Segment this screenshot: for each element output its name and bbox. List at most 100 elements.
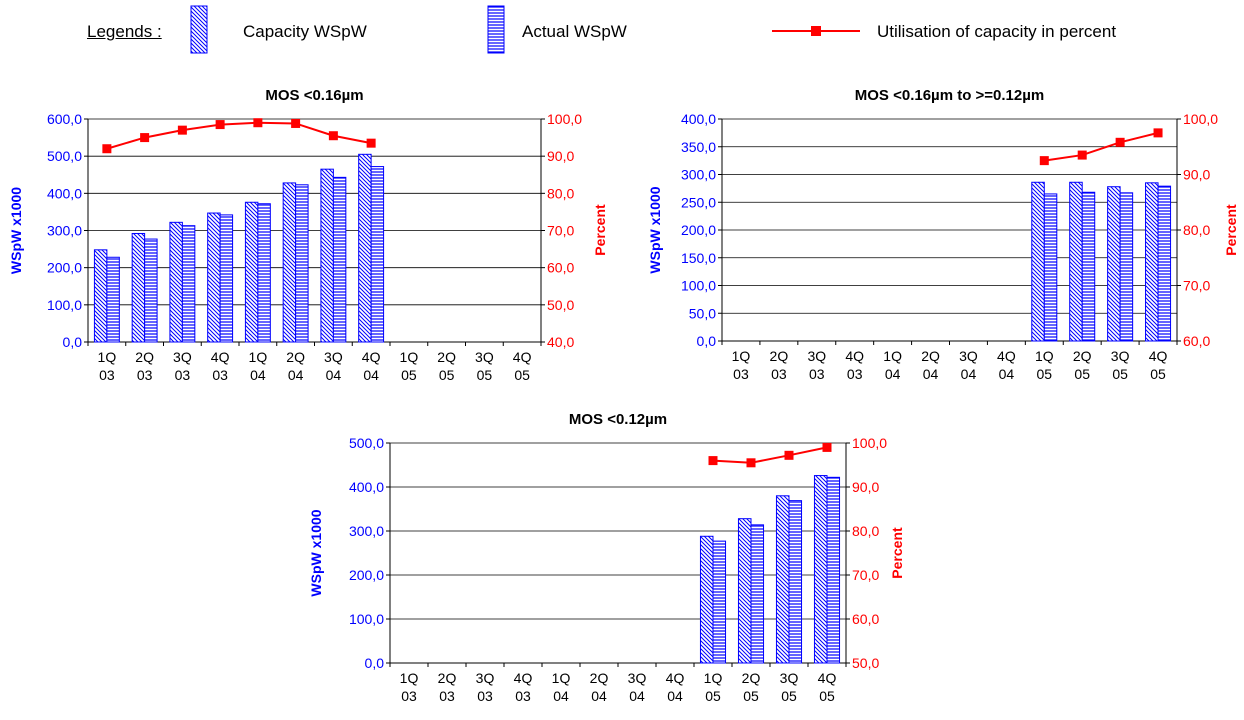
- x-tick-label: 3Q 05: [780, 670, 799, 704]
- x-tick-label: 4Q 04: [666, 670, 685, 704]
- y-tick-label: 100,0: [47, 297, 82, 313]
- utilisation-point: [291, 118, 301, 128]
- y-tick-label: 300,0: [47, 223, 82, 239]
- utilisation-point: [102, 144, 112, 154]
- bar-capacity: [737, 518, 752, 664]
- legend-actual-label: Actual WSpW: [522, 22, 627, 41]
- chart-title: MOS <0.16µm to >=0.12µm: [855, 87, 1044, 104]
- x-tick-label: 4Q 03: [845, 348, 864, 382]
- x-tick-label: 1Q 05: [400, 349, 419, 383]
- y2-tick-label: 70,0: [852, 567, 879, 583]
- x-tick-label: 1Q 05: [1035, 348, 1054, 382]
- bar-actual: [219, 214, 234, 343]
- x-tick-label: 2Q 05: [437, 349, 456, 383]
- bar-actual: [370, 166, 385, 343]
- y2-tick-label: 90,0: [1183, 167, 1210, 183]
- x-tick-label: 3Q 04: [324, 349, 343, 383]
- x-tick-label: 2Q 03: [770, 348, 789, 382]
- x-tick-label: 4Q 05: [513, 349, 532, 383]
- bar-actual: [1119, 192, 1134, 342]
- utilisation-point: [784, 450, 794, 460]
- utilisation-point: [1115, 137, 1125, 147]
- bar-capacity: [813, 475, 828, 664]
- legend-utilisation-label: Utilisation of capacity in percent: [877, 22, 1117, 41]
- y-tick-label: 100,0: [349, 611, 384, 627]
- bar-capacity: [775, 495, 790, 664]
- utilisation-point: [708, 456, 718, 466]
- bar-actual: [750, 524, 765, 664]
- x-tick-label: 4Q 03: [211, 349, 230, 383]
- x-tick-label: 3Q 03: [476, 670, 495, 704]
- y-tick-label: 400,0: [349, 479, 384, 495]
- utilisation-line: [106, 121, 372, 150]
- y-tick-label: 0,0: [697, 333, 717, 349]
- y2-tick-label: 50,0: [852, 655, 879, 671]
- y2-tick-label: 100,0: [547, 111, 582, 127]
- x-tick-label: 4Q 05: [818, 670, 837, 704]
- y2-tick-label: 70,0: [1183, 278, 1210, 294]
- chart-title: MOS <0.12µm: [569, 411, 667, 428]
- y-tick-label: 0,0: [365, 655, 385, 671]
- y-tick-label: 500,0: [349, 435, 384, 451]
- utilisation-point: [177, 125, 187, 135]
- y2-tick-label: 100,0: [1183, 111, 1218, 127]
- bar-actual: [257, 203, 271, 343]
- utilisation-point: [328, 131, 338, 141]
- x-tick-label: 3Q 03: [173, 349, 192, 383]
- x-tick-label: 2Q 03: [438, 670, 457, 704]
- legend-title: Legends :: [87, 22, 162, 41]
- y2-tick-label: 90,0: [852, 479, 879, 495]
- bar-actual: [826, 476, 841, 664]
- bar-actual: [788, 500, 803, 664]
- y2-tick-label: 80,0: [547, 185, 574, 201]
- y2-tick-label: 80,0: [1183, 222, 1210, 238]
- x-tick-label: 1Q 05: [704, 670, 723, 704]
- y-tick-label: 400,0: [47, 185, 82, 201]
- x-tick-label: 1Q 04: [552, 670, 571, 704]
- y2-tick-label: 60,0: [547, 260, 574, 276]
- legend-capacity-label: Capacity WSpW: [243, 22, 367, 41]
- bar-actual: [712, 540, 727, 664]
- y-tick-label: 250,0: [681, 194, 716, 210]
- y2-tick-label: 60,0: [852, 611, 879, 627]
- bar-actual: [181, 225, 196, 343]
- y2-tick-label: 80,0: [852, 523, 879, 539]
- utilisation-point: [746, 458, 756, 468]
- y-tick-label: 600,0: [47, 111, 82, 127]
- y2-tick-label: 60,0: [1183, 333, 1210, 349]
- x-tick-label: 1Q 03: [98, 349, 117, 383]
- y2-tick-label: 70,0: [547, 223, 574, 239]
- x-tick-label: 4Q 03: [514, 670, 533, 704]
- y-tick-label: 200,0: [47, 260, 82, 276]
- y-tick-label: 300,0: [349, 523, 384, 539]
- bar-actual: [332, 176, 347, 343]
- x-tick-label: 3Q 05: [1111, 348, 1130, 382]
- bar-actual: [1043, 193, 1058, 342]
- x-tick-label: 3Q 03: [807, 348, 826, 382]
- x-tick-label: 4Q 05: [1149, 348, 1168, 382]
- utilisation-point: [822, 442, 832, 452]
- bar-capacity: [699, 535, 714, 664]
- y2-tick-label: 100,0: [852, 435, 887, 451]
- y-axis-label: WSpW x1000: [308, 509, 324, 596]
- bar-actual: [1157, 185, 1172, 342]
- x-tick-label: 2Q 04: [286, 349, 305, 383]
- y-tick-label: 150,0: [681, 250, 716, 266]
- y-tick-label: 200,0: [349, 567, 384, 583]
- y2-tick-label: 50,0: [547, 297, 574, 313]
- y-axis-label: WSpW x1000: [8, 187, 24, 274]
- legend-swatches: [190, 5, 860, 54]
- y-tick-label: 500,0: [47, 148, 82, 164]
- y-tick-label: 300,0: [681, 167, 716, 183]
- y2-axis-label: Percent: [889, 527, 905, 579]
- y2-axis-label: Percent: [592, 204, 608, 256]
- x-tick-label: 2Q 05: [742, 670, 761, 704]
- y-tick-label: 200,0: [681, 222, 716, 238]
- x-tick-label: 3Q 04: [628, 670, 647, 704]
- x-tick-label: 1Q 03: [400, 670, 419, 704]
- x-tick-label: 3Q 05: [475, 349, 494, 383]
- y-axis-label: WSpW x1000: [647, 186, 663, 273]
